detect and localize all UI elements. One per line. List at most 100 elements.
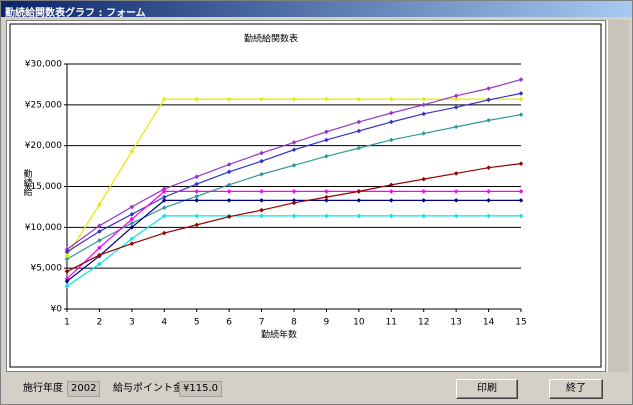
data-point — [226, 182, 232, 188]
data-point — [324, 213, 329, 219]
data-point — [97, 261, 102, 267]
data-point — [64, 249, 70, 255]
scrollbar[interactable] — [607, 20, 629, 372]
data-point — [97, 229, 102, 234]
data-point — [486, 97, 491, 103]
data-point — [161, 213, 167, 219]
data-point — [453, 198, 459, 203]
data-point — [97, 245, 102, 251]
data-point — [291, 189, 297, 194]
data-point — [226, 198, 232, 203]
data-point — [194, 198, 200, 203]
data-point — [453, 96, 459, 102]
x-tick-label: 15 — [515, 318, 526, 328]
data-point — [64, 253, 70, 259]
x-tick-label: 5 — [194, 318, 200, 328]
data-point — [161, 186, 167, 192]
data-point — [129, 220, 135, 226]
data-point — [453, 104, 459, 110]
data-point — [291, 96, 297, 102]
data-point — [97, 238, 102, 243]
data-point — [518, 91, 524, 96]
data-point — [97, 202, 102, 207]
data-point — [324, 198, 329, 203]
data-point — [486, 86, 491, 91]
data-point — [291, 213, 297, 219]
data-point — [453, 171, 459, 176]
y-tick-label: ¥30,000 — [25, 60, 62, 70]
data-point — [518, 96, 524, 102]
year-label: 施行年度 — [23, 383, 63, 394]
data-point — [129, 149, 135, 154]
data-point — [129, 216, 135, 222]
x-tick-label: 14 — [483, 318, 495, 328]
x-tick-label: 6 — [226, 318, 232, 328]
data-point — [259, 189, 264, 194]
data-point — [421, 111, 427, 117]
x-tick-label: 13 — [450, 318, 461, 328]
data-point — [291, 140, 297, 145]
data-point — [291, 200, 297, 206]
chart-panel: 勤続給関数表 勤続年数 勤続給 ¥0 ¥5,000 ¥10,000 ¥15,000 ¥2… — [6, 20, 606, 372]
data-point — [161, 198, 167, 203]
data-point — [194, 189, 200, 194]
y-axis-label: 勤続給 — [22, 168, 33, 197]
data-point — [259, 96, 264, 102]
data-point — [291, 147, 297, 153]
data-point — [64, 278, 70, 284]
data-point — [161, 189, 167, 194]
data-point — [97, 223, 102, 228]
data-point — [291, 162, 297, 168]
data-point — [486, 165, 491, 171]
data-point — [388, 119, 394, 125]
data-point — [421, 102, 427, 108]
data-point — [129, 204, 135, 210]
print-button[interactable]: 印刷 — [456, 379, 518, 399]
y-tick-label: ¥20,000 — [25, 141, 62, 151]
point-label: 給与ポイント金額 — [113, 383, 193, 394]
data-point — [388, 213, 394, 219]
data-point — [194, 181, 200, 187]
y-tick-label: ¥10,000 — [25, 223, 62, 233]
x-tick-label: 10 — [353, 318, 365, 328]
data-point — [421, 176, 427, 182]
close-button[interactable]: 終了 — [549, 379, 603, 399]
data-point — [356, 128, 362, 134]
title-bar: 勤続給関数表グラフ : フォーム — [1, 1, 632, 19]
data-point — [64, 276, 70, 282]
x-tick-label: 8 — [291, 318, 297, 328]
data-point — [518, 161, 524, 166]
data-point — [356, 96, 362, 102]
x-tick-label: 1 — [64, 318, 70, 328]
data-point — [324, 129, 329, 135]
data-point — [194, 194, 200, 199]
y-tick-label: ¥0 — [51, 305, 63, 315]
data-point — [161, 205, 167, 211]
data-point — [64, 283, 70, 289]
x-tick-label: 3 — [129, 318, 135, 328]
data-point — [97, 252, 102, 258]
data-point — [356, 198, 362, 203]
data-point — [161, 96, 167, 102]
data-point — [453, 189, 459, 194]
data-point — [194, 96, 200, 102]
data-point — [291, 198, 297, 203]
data-point — [324, 194, 329, 200]
data-point — [64, 256, 70, 262]
x-tick-label: 12 — [418, 318, 429, 328]
data-point — [388, 96, 394, 102]
data-point — [356, 213, 362, 219]
data-point — [226, 162, 232, 167]
data-point — [226, 96, 232, 102]
data-point — [388, 182, 394, 188]
data-point — [421, 198, 427, 203]
data-point — [194, 222, 200, 228]
data-point — [356, 189, 362, 194]
data-point — [259, 150, 264, 156]
x-tick-label: 4 — [161, 318, 167, 328]
data-point — [421, 96, 427, 102]
data-point — [453, 213, 459, 219]
data-point — [324, 96, 329, 102]
